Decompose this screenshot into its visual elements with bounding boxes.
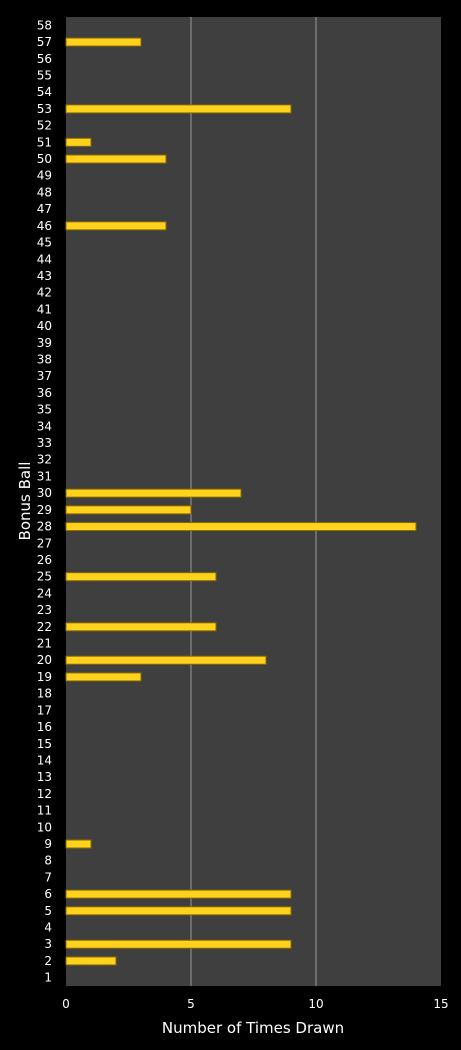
bars (65, 37, 417, 966)
x-tick-15: 15 (433, 997, 448, 1011)
y-tick-52: 52 (37, 119, 52, 133)
gridlines (190, 17, 317, 986)
y-tick-51: 51 (37, 135, 52, 149)
y-tick-15: 15 (37, 737, 52, 751)
x-tick-10: 10 (308, 997, 323, 1011)
bar-19 (65, 672, 142, 682)
y-tick-4: 4 (44, 921, 52, 935)
y-tick-5: 5 (44, 904, 52, 918)
y-tick-22: 22 (37, 620, 52, 634)
y-tick-21: 21 (37, 637, 52, 651)
y-tick-14: 14 (37, 753, 52, 767)
y-tick-7: 7 (44, 870, 52, 884)
bar-30 (65, 488, 242, 498)
y-tick-58: 58 (37, 18, 52, 32)
bar-51 (65, 137, 92, 147)
bar-53 (65, 104, 292, 114)
bar-28 (65, 522, 417, 532)
y-tick-27: 27 (37, 536, 52, 550)
y-tick-23: 23 (37, 603, 52, 617)
y-tick-20: 20 (37, 653, 52, 667)
y-tick-8: 8 (44, 854, 52, 868)
y-tick-31: 31 (37, 469, 52, 483)
y-tick-49: 49 (37, 169, 52, 183)
y-tick-48: 48 (37, 185, 52, 199)
y-tick-13: 13 (37, 770, 52, 784)
y-tick-6: 6 (44, 887, 52, 901)
y-tick-29: 29 (37, 503, 52, 517)
bar-29 (65, 505, 192, 515)
y-tick-28: 28 (37, 520, 52, 534)
y-tick-37: 37 (37, 369, 52, 383)
y-tick-46: 46 (37, 219, 52, 233)
y-tick-44: 44 (37, 252, 52, 266)
x-tick-5: 5 (187, 997, 195, 1011)
y-tick-36: 36 (37, 386, 52, 400)
x-tick-0: 0 (62, 997, 70, 1011)
y-tick-10: 10 (37, 820, 52, 834)
y-tick-26: 26 (37, 553, 52, 567)
x-axis-title: Number of Times Drawn (162, 1019, 344, 1037)
y-tick-11: 11 (37, 804, 52, 818)
bar-5 (65, 906, 292, 916)
y-tick-1: 1 (44, 971, 52, 985)
y-tick-2: 2 (44, 954, 52, 968)
y-tick-16: 16 (37, 720, 52, 734)
y-tick-43: 43 (37, 269, 52, 283)
y-tick-24: 24 (37, 586, 52, 600)
x-tick-labels: 0 5 10 15 (62, 997, 448, 1011)
y-tick-33: 33 (37, 436, 52, 450)
bar-6 (65, 889, 292, 899)
y-tick-25: 25 (37, 570, 52, 584)
y-tick-19: 19 (37, 670, 52, 684)
plot-area (66, 17, 441, 986)
y-tick-45: 45 (37, 236, 52, 250)
bar-25 (65, 572, 217, 582)
y-tick-57: 57 (37, 35, 52, 49)
y-tick-32: 32 (37, 453, 52, 467)
y-tick-41: 41 (37, 302, 52, 316)
y-tick-56: 56 (37, 52, 52, 66)
y-tick-17: 17 (37, 703, 52, 717)
bar-57 (65, 37, 142, 47)
y-tick-50: 50 (37, 152, 52, 166)
y-tick-12: 12 (37, 787, 52, 801)
bar-46 (65, 221, 167, 231)
y-tick-39: 39 (37, 336, 52, 350)
y-tick-47: 47 (37, 202, 52, 216)
y-tick-18: 18 (37, 687, 52, 701)
bar-50 (65, 154, 167, 164)
y-tick-42: 42 (37, 286, 52, 300)
y-tick-35: 35 (37, 403, 52, 417)
y-tick-54: 54 (37, 85, 52, 99)
y-tick-3: 3 (44, 937, 52, 951)
y-tick-labels: 1234567891011121314151617181920212223242… (37, 18, 52, 984)
y-tick-40: 40 (37, 319, 52, 333)
y-axis-title: Bonus Ball (16, 462, 34, 541)
bar-3 (65, 939, 292, 949)
y-tick-38: 38 (37, 352, 52, 366)
bar-9 (65, 839, 92, 849)
y-tick-55: 55 (37, 68, 52, 82)
y-tick-53: 53 (37, 102, 52, 116)
bar-22 (65, 622, 217, 632)
bar-2 (65, 956, 117, 966)
y-tick-9: 9 (44, 837, 52, 851)
y-tick-30: 30 (37, 486, 52, 500)
y-tick-34: 34 (37, 419, 52, 433)
bar-20 (65, 655, 267, 665)
